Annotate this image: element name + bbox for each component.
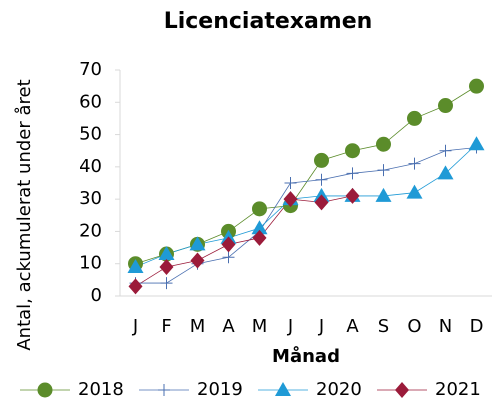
marker [468, 136, 485, 151]
x-tick-label: M [252, 316, 268, 337]
x-tick-label: J [287, 316, 293, 337]
marker [158, 246, 175, 261]
series-line [135, 143, 477, 268]
y-tick-label: 50 [79, 124, 102, 145]
marker [314, 194, 329, 211]
legend-label: 2020 [316, 379, 362, 400]
x-tick-label: S [378, 316, 389, 337]
x-tick-label: O [407, 316, 421, 337]
x-tick-label: F [161, 316, 171, 337]
legend-label: 2021 [435, 379, 481, 400]
marker [189, 236, 206, 251]
marker [407, 110, 422, 126]
y-tick-label: 70 [79, 59, 102, 80]
marker [345, 187, 360, 204]
marker [159, 258, 174, 275]
y-tick-label: 0 [91, 285, 102, 306]
marker [222, 251, 235, 264]
marker [345, 143, 360, 159]
x-tick-label: A [346, 316, 359, 337]
marker [283, 191, 298, 208]
legend-label: 2018 [78, 379, 124, 400]
marker [376, 136, 391, 152]
marker [315, 173, 328, 186]
x-tick-label: A [222, 316, 235, 337]
series-line [135, 85, 477, 265]
marker [346, 167, 359, 180]
chart-title: Licenciatexamen [164, 9, 373, 34]
legend-marker [158, 384, 170, 396]
legend-marker [275, 382, 291, 396]
marker [284, 177, 297, 189]
marker [190, 252, 205, 269]
marker [469, 78, 484, 94]
marker [314, 152, 329, 168]
marker [252, 201, 267, 217]
y-tick-label: 60 [79, 91, 102, 112]
marker [438, 98, 453, 114]
series-line [135, 147, 477, 284]
x-tick-label: J [132, 316, 138, 337]
y-tick-label: 30 [79, 188, 102, 209]
x-tick-label: J [318, 316, 324, 337]
x-tick-label: D [470, 316, 484, 337]
legend-marker [37, 382, 53, 398]
marker [251, 220, 268, 235]
marker [406, 184, 423, 199]
marker [437, 165, 454, 180]
y-tick-label: 10 [79, 253, 102, 274]
legend-marker [395, 382, 409, 398]
marker [439, 144, 452, 157]
marker [408, 157, 421, 170]
legend-label: 2019 [197, 379, 243, 400]
x-tick-label: N [439, 316, 452, 337]
y-tick-label: 20 [79, 220, 102, 241]
marker [160, 277, 173, 290]
marker [375, 187, 392, 202]
marker [127, 258, 144, 273]
marker [221, 236, 236, 253]
marker [377, 164, 390, 177]
marker [128, 278, 143, 295]
y-tick-label: 40 [79, 156, 102, 177]
y-axis-label: Antal, ackumulerat under året [14, 79, 35, 350]
x-tick-label: M [190, 316, 206, 337]
marker [252, 229, 267, 246]
x-axis-label: Månad [272, 345, 340, 367]
